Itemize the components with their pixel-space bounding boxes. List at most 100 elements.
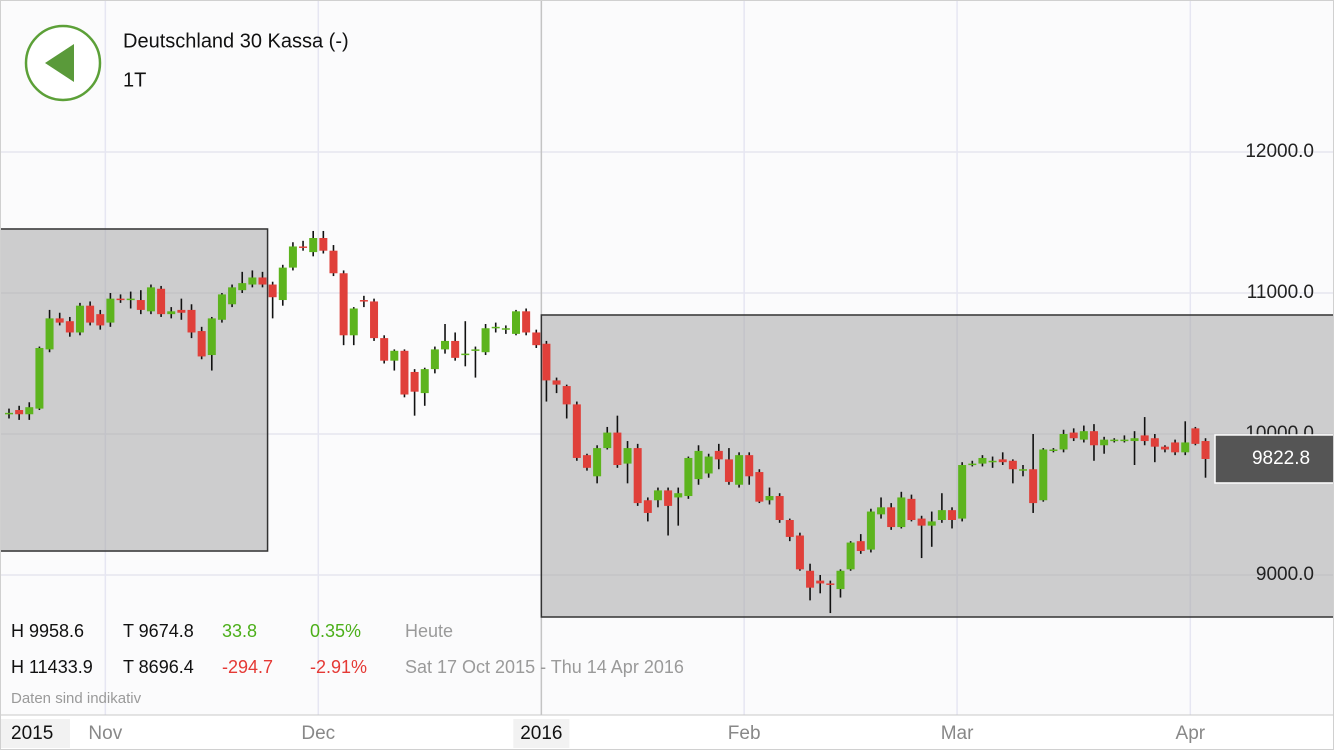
candle-body (552, 380, 561, 385)
back-button[interactable] (24, 24, 102, 102)
x-tick-label: 2016 (520, 723, 562, 744)
candle-body (5, 412, 13, 415)
candle-body (65, 321, 74, 333)
range-box (0, 228, 269, 552)
candle-body (55, 318, 64, 323)
candle-body (694, 450, 703, 480)
candle-body (704, 456, 713, 474)
candle-body (958, 465, 967, 519)
candle-body (633, 448, 642, 504)
candle-body (562, 386, 571, 405)
candle-body (877, 507, 886, 515)
candle-body (714, 450, 723, 460)
candle-body (917, 518, 926, 526)
stat-change-pct: 0.35% (310, 621, 361, 641)
candle-body (582, 455, 591, 468)
candle-body (248, 277, 257, 285)
candle-body (643, 500, 652, 513)
candle-body (1100, 439, 1109, 446)
x-tick-label: Nov (88, 723, 122, 744)
candle-body (299, 246, 308, 248)
candle-body (897, 497, 906, 528)
title: Deutschland 30 Kassa (-) (123, 30, 349, 52)
candle-body (1069, 432, 1078, 439)
candle-body (471, 349, 480, 351)
candle-body (157, 288, 166, 315)
back-arrow[interactable] (45, 44, 74, 82)
candle-body (319, 238, 328, 251)
candle-body (512, 311, 520, 334)
candle-body (420, 369, 429, 394)
candle-body (45, 318, 54, 350)
candle-body (370, 301, 379, 339)
candle-body (988, 460, 997, 463)
candle-body (349, 308, 358, 336)
candle-body (846, 542, 855, 570)
candle-body (795, 535, 804, 570)
x-tick-label: Mar (941, 723, 974, 744)
year-label-bg (0, 719, 70, 748)
candle-body (491, 326, 500, 329)
footnote: Daten sind indikativ (11, 690, 142, 707)
candle-body (1089, 431, 1098, 446)
candle-body (400, 350, 409, 395)
candle-body (1019, 469, 1027, 471)
candle-body (177, 309, 186, 313)
candle-body (1150, 438, 1159, 447)
candle-body (1191, 428, 1200, 444)
stats: H 9958.6 T 9674.8 33.8 0.35% Heute H 11433.9 T… (11, 621, 684, 677)
candle-body (207, 318, 216, 356)
stat-low: T 9674.8 (123, 621, 194, 641)
candle-body (542, 343, 551, 381)
candle-body (197, 331, 206, 357)
candle-body (937, 510, 946, 520)
candle-body (816, 580, 825, 584)
stat-high: H 11433.9 (11, 657, 93, 677)
candle-body (25, 407, 34, 415)
candle-body (1171, 442, 1180, 453)
candle-body (380, 338, 389, 361)
candle-body (288, 246, 297, 268)
candle-body (735, 455, 744, 485)
candle-body (978, 457, 987, 464)
candle-body (228, 287, 237, 305)
candle-body (664, 490, 673, 506)
year-label: 2015 (11, 723, 53, 744)
candle-body (268, 284, 277, 298)
x-tick-label: Apr (1176, 723, 1206, 744)
candle-body (927, 521, 936, 526)
stat-change: -294.7 (222, 657, 273, 677)
candle-body (1130, 438, 1139, 442)
candle-body (146, 287, 155, 312)
stat-high: H 9958.6 (11, 621, 84, 641)
candle-body (501, 328, 510, 330)
x-tick-label: Dec (301, 723, 335, 744)
year-label-bg (513, 719, 570, 748)
candle-body (684, 457, 693, 497)
candle-body (126, 298, 135, 301)
y-tick-label: 11000.0 (1247, 282, 1314, 303)
candle-body (826, 583, 835, 585)
candle-body (278, 267, 287, 301)
last-price-label: 9822.8 (1252, 448, 1310, 469)
candle-body (1140, 435, 1149, 442)
candle-body (86, 305, 95, 323)
candle-body (309, 238, 318, 253)
last-price-box (1214, 434, 1334, 484)
candle-body (775, 496, 784, 520)
candle-body (968, 463, 977, 466)
candle-body (866, 511, 875, 550)
candle-body (1008, 460, 1017, 470)
candle-body (603, 432, 612, 449)
candle-body (948, 510, 957, 520)
candle-body (238, 283, 247, 291)
candle-body (461, 353, 470, 356)
y-tick-label: 9000.0 (1256, 564, 1314, 585)
candle-body (15, 410, 24, 415)
candle-body (1120, 439, 1129, 442)
candle-body (836, 570, 845, 590)
candle-body (674, 493, 683, 498)
candle-body (998, 459, 1007, 463)
